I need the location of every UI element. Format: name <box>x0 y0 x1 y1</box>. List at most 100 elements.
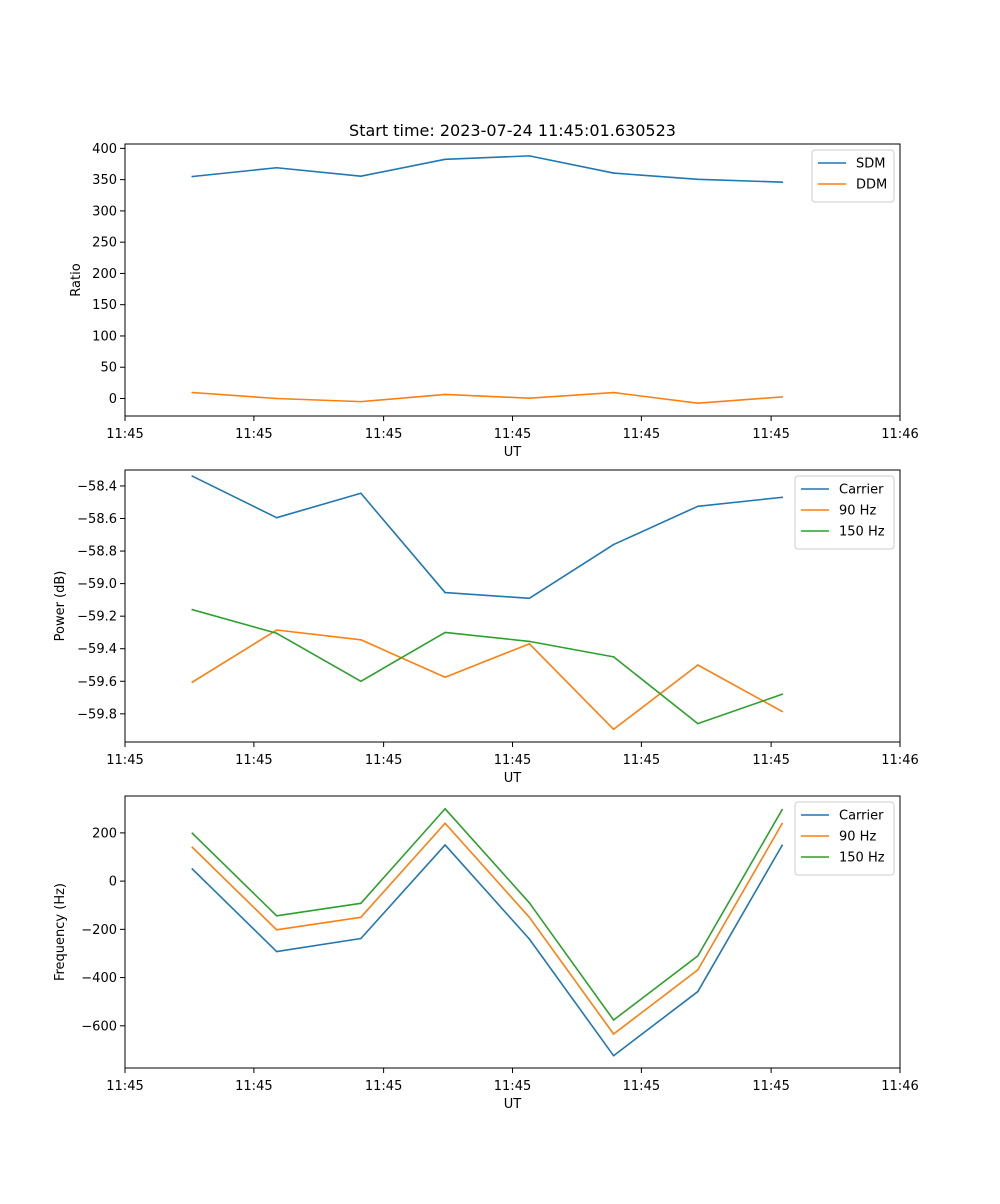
y-tick-label: 250 <box>92 236 117 251</box>
data-point <box>612 172 615 174</box>
data-point <box>444 822 446 825</box>
data-point <box>697 722 699 725</box>
chart-title: Start time: 2023-07-24 11:45:01.630523 <box>349 121 676 140</box>
data-point <box>360 638 362 641</box>
data-point <box>528 155 531 157</box>
legend-label: SDM <box>856 157 885 172</box>
data-point <box>612 543 615 546</box>
x-tick-label: 11:45 <box>106 753 143 768</box>
x-tick-label: 11:45 <box>494 427 531 442</box>
data-point <box>781 396 783 398</box>
subplot-3: 11:45 11:45 11:45 11:45 11:45 11:45 11:46 −600 −… <box>53 795 919 1112</box>
data-point <box>781 693 783 696</box>
series-line-carrier <box>191 844 784 1057</box>
x-tick-label: 11:45 <box>235 1079 272 1094</box>
data-point <box>444 591 446 594</box>
data-point <box>528 902 531 904</box>
y-tick-label: 0 <box>109 875 117 890</box>
data-point <box>275 629 278 631</box>
legend: SDM DDM <box>811 149 895 203</box>
data-point <box>612 1054 615 1057</box>
y-tick-label: 100 <box>92 329 117 344</box>
data-point <box>781 808 783 811</box>
data-point <box>781 710 783 713</box>
x-axis-label: UT <box>504 1097 522 1112</box>
data-point <box>528 397 531 399</box>
data-point <box>444 676 446 679</box>
legend-label: 150 Hz <box>839 525 885 540</box>
data-point <box>360 492 362 495</box>
x-tick-label: 11:45 <box>623 427 660 442</box>
data-point <box>781 496 783 499</box>
y-tick-label: 0 <box>109 392 117 407</box>
y-tick-label: −59.2 <box>77 610 117 625</box>
data-point <box>191 681 194 683</box>
y-tick-label: 300 <box>92 204 117 219</box>
y-axis-label: Frequency (Hz) <box>53 883 68 981</box>
data-point <box>275 397 278 400</box>
x-tick-label: 11:45 <box>623 753 660 768</box>
x-tick-label: 11:45 <box>365 427 402 442</box>
data-point <box>697 664 699 666</box>
legend: Carrier 90 Hz 150 Hz <box>794 801 895 876</box>
x-tick-label: 11:45 <box>752 753 789 768</box>
series-line-ddm <box>191 391 783 404</box>
data-point <box>191 391 194 394</box>
data-point <box>697 178 699 181</box>
legend: Carrier 90 Hz 150 Hz <box>794 475 895 550</box>
subplots: 11:45 11:45 11:45 11:45 11:45 11:45 11:46 0 50 10… <box>53 121 919 1112</box>
series-line-150-hz <box>191 608 784 725</box>
x-axis-label: UT <box>504 445 522 460</box>
x-tick-label: 11:45 <box>752 1079 789 1094</box>
x-tick-label: 11:45 <box>235 753 272 768</box>
y-tick-label: −58.8 <box>77 545 117 560</box>
legend-label: DDM <box>856 178 887 193</box>
x-tick-label: 11:45 <box>106 427 143 442</box>
y-tick-label: −59.6 <box>77 675 117 690</box>
y-tick-label: −200 <box>81 923 117 938</box>
data-point <box>697 955 699 957</box>
data-point <box>697 990 699 993</box>
x-tick-label: 11:46 <box>881 753 918 768</box>
x-tick-label: 11:46 <box>881 1079 918 1094</box>
data-point <box>697 505 699 508</box>
data-point <box>528 640 531 643</box>
data-point <box>360 916 362 919</box>
data-point <box>191 832 194 835</box>
data-point <box>191 868 194 870</box>
y-axis-label: Ratio <box>69 263 84 296</box>
data-point <box>360 937 362 940</box>
data-point <box>360 680 362 683</box>
y-tick-label: −59.0 <box>77 577 117 592</box>
y-tick-label: 200 <box>92 267 117 282</box>
data-point <box>528 916 531 919</box>
subplot-1: 11:45 11:45 11:45 11:45 11:45 11:45 11:46 0 50 10… <box>69 121 919 460</box>
y-tick-label: −58.4 <box>77 479 117 494</box>
data-point <box>612 391 615 394</box>
x-tick-label: 11:45 <box>752 427 789 442</box>
series-line-90-hz <box>191 629 784 731</box>
y-tick-label: −600 <box>81 1019 117 1034</box>
y-tick-label: 400 <box>92 142 117 157</box>
y-tick-label: 350 <box>92 173 117 188</box>
data-point <box>612 1033 615 1035</box>
data-point <box>697 402 699 404</box>
data-point <box>191 608 194 611</box>
data-point <box>191 175 194 178</box>
data-point <box>275 166 278 169</box>
legend-label: 150 Hz <box>839 851 885 866</box>
x-tick-label: 11:45 <box>494 1079 531 1094</box>
x-tick-label: 11:45 <box>365 1079 402 1094</box>
x-tick-label: 11:45 <box>365 753 402 768</box>
data-point <box>275 929 278 931</box>
data-point <box>191 475 194 477</box>
legend-label: 90 Hz <box>839 504 876 519</box>
series-line-90-hz <box>191 822 784 1035</box>
y-tick-label: 50 <box>100 361 117 376</box>
y-tick-label: 150 <box>92 298 117 313</box>
data-point <box>275 632 278 635</box>
data-point <box>781 822 783 825</box>
data-point <box>191 846 194 849</box>
legend-label: Carrier <box>839 483 884 498</box>
